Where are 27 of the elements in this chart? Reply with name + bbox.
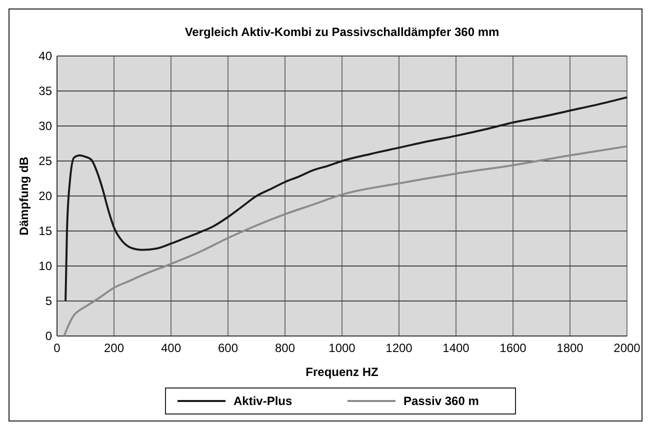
legend-label: Aktiv-Plus [234,394,293,408]
x-tick-label: 1400 [442,341,470,355]
y-tick-label: 0 [45,329,52,343]
x-tick-label: 0 [54,341,61,355]
x-tick-label: 1600 [500,341,527,355]
x-tick-label: 200 [104,341,124,355]
y-tick-label: 20 [38,189,52,203]
x-tick-label: 400 [160,341,182,355]
y-axis-title: Dämpfung dB [17,156,31,236]
x-tick-label: 2000 [614,341,641,355]
x-axis-title: Frequenz HZ [306,365,378,379]
x-tick-label: 1800 [556,341,584,355]
y-tick-label: 15 [38,224,52,238]
x-tick-label: 800 [274,341,296,355]
line-series [63,145,628,337]
y-tick-label: 5 [45,294,52,308]
chart-title: Vergleich Aktiv-Kombi zu Passivschalldämpfer 360 mm [184,25,500,39]
y-tick-label: 40 [38,49,52,63]
legend-label: Passiv 360 m [404,394,479,408]
x-tick-label: 600 [218,341,238,355]
y-tick-label: 25 [38,154,52,168]
line-series [64,96,628,302]
x-tick-label: 1000 [328,341,356,355]
y-tick-label: 30 [38,119,52,133]
y-tick-label: 35 [38,84,52,98]
x-tick-label: 1200 [386,341,413,355]
y-tick-label: 10 [38,259,52,273]
